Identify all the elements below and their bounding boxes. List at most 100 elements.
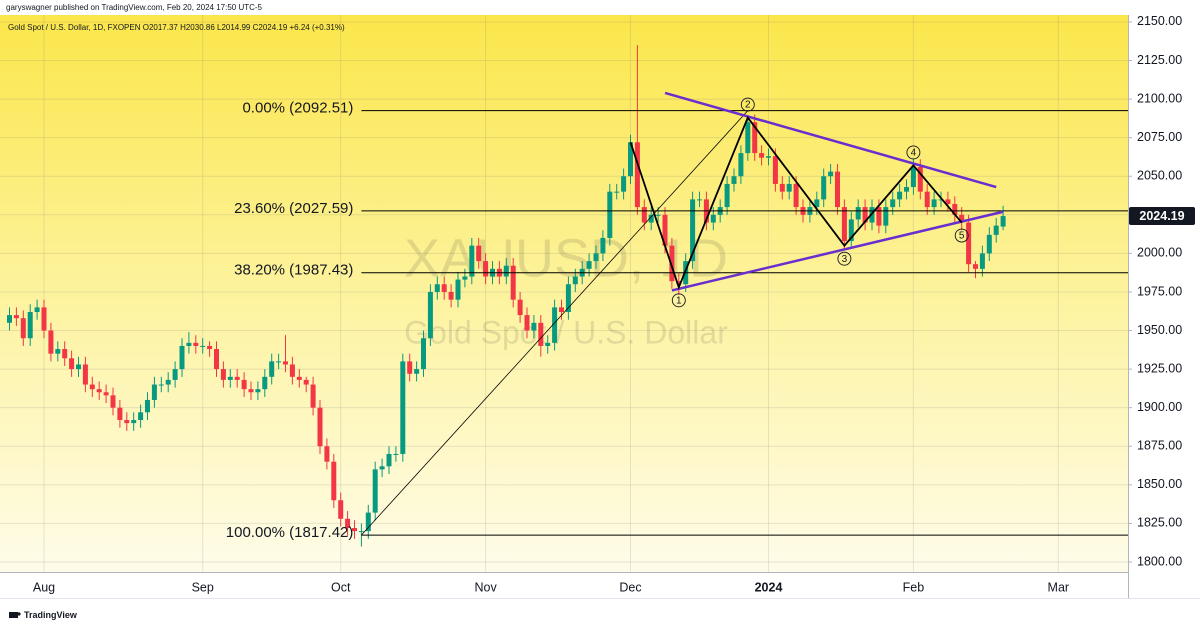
candle-body [331,461,337,501]
candle-body [62,349,68,359]
y-tick-label: 1950.00 [1137,323,1182,337]
candle-body [772,156,778,184]
candle-body [434,284,440,292]
wave-label-circle [954,228,969,243]
candle-body [1000,216,1006,227]
candle-body [945,199,951,205]
trendline [671,210,1004,292]
candle-body [621,176,627,192]
y-tick-label: 2125.00 [1137,53,1182,67]
candle-body [752,122,758,154]
candle-body [303,379,309,385]
candle-body [917,166,923,192]
candle-body [103,392,109,396]
candle-body [69,358,75,370]
candle-body [938,199,944,201]
candle-body [766,156,771,158]
candle-body [276,361,282,363]
candle-body [365,512,371,532]
candle-body [952,204,958,215]
candle-body [572,276,578,285]
candle-body [158,384,164,386]
candle-body [55,349,61,354]
candle-body [855,207,861,220]
candle-body [283,361,288,365]
candle-body [214,349,219,370]
candle-body [586,261,592,269]
candle-body [48,330,54,354]
publisher-line: garyswagner published on TradingView.com… [6,3,263,12]
candle-body [241,379,247,390]
candle-body [20,318,26,339]
candle-body [414,369,420,374]
candle-body [655,214,661,216]
price-axis-background [1128,15,1200,598]
candle-body [262,376,268,390]
candle-body [731,176,737,184]
candle-body [607,191,613,238]
watermark: XAUUSD, 1D Gold Spot / U.S. Dollar [404,228,728,350]
candle-body [358,531,364,533]
candle-body [779,183,785,192]
candle-body [455,279,461,300]
wave-label-circle [671,293,686,308]
candle-body [269,361,275,377]
candle-body [786,183,792,192]
candle-body [76,364,81,370]
candle-body [910,166,916,188]
candle-body [248,389,254,393]
candle-body [165,379,171,385]
candle-body [510,265,516,300]
candle-body [110,395,116,408]
candle-body [7,315,12,323]
candle-body [151,384,157,400]
candle-body [469,245,475,277]
candle-body [897,191,903,200]
candle-body [234,376,240,380]
candle-body [503,265,509,277]
y-tick-label: 2000.00 [1137,246,1182,260]
candle-body [220,369,226,380]
candle-body [634,142,640,208]
x-tick-label: Aug [33,580,55,594]
candle-body [441,284,447,292]
candle-body [759,153,765,158]
candle-body [255,389,261,393]
candle-body [993,225,999,235]
candle-body [973,264,978,269]
y-tick-label: 2075.00 [1137,130,1182,144]
candle-body [538,322,544,346]
wave-label: 3 [842,254,848,265]
y-tick-label: 1800.00 [1137,554,1182,568]
candle-body [448,291,454,300]
candle-body [407,361,413,374]
candle-body [745,122,751,154]
candle-body [200,345,206,347]
candle-body [186,342,192,346]
y-tick-label: 1850.00 [1137,477,1182,491]
candle-body [82,364,88,385]
logo-dot [17,612,21,616]
candle-body [979,253,985,269]
candle-body [400,361,406,454]
grid [0,15,1128,572]
candle-body [835,171,840,208]
fib-level-label: 0.00% (2092.51) [242,100,353,117]
candle-body [986,234,992,254]
candle-body [476,245,482,262]
candle-body [565,284,571,313]
candle-body [697,199,702,201]
candle-body [193,342,199,346]
candle-body [172,369,178,380]
candle-body [890,199,896,208]
candle-body [600,237,606,254]
candle-body [648,214,654,223]
watermark-symbol: XAUUSD, 1D [404,228,728,288]
brand: TradingView [24,610,78,620]
x-tick-label: 2024 [755,580,783,594]
candle-body [483,261,489,277]
candle-body [593,253,599,262]
candle-body [883,207,889,226]
